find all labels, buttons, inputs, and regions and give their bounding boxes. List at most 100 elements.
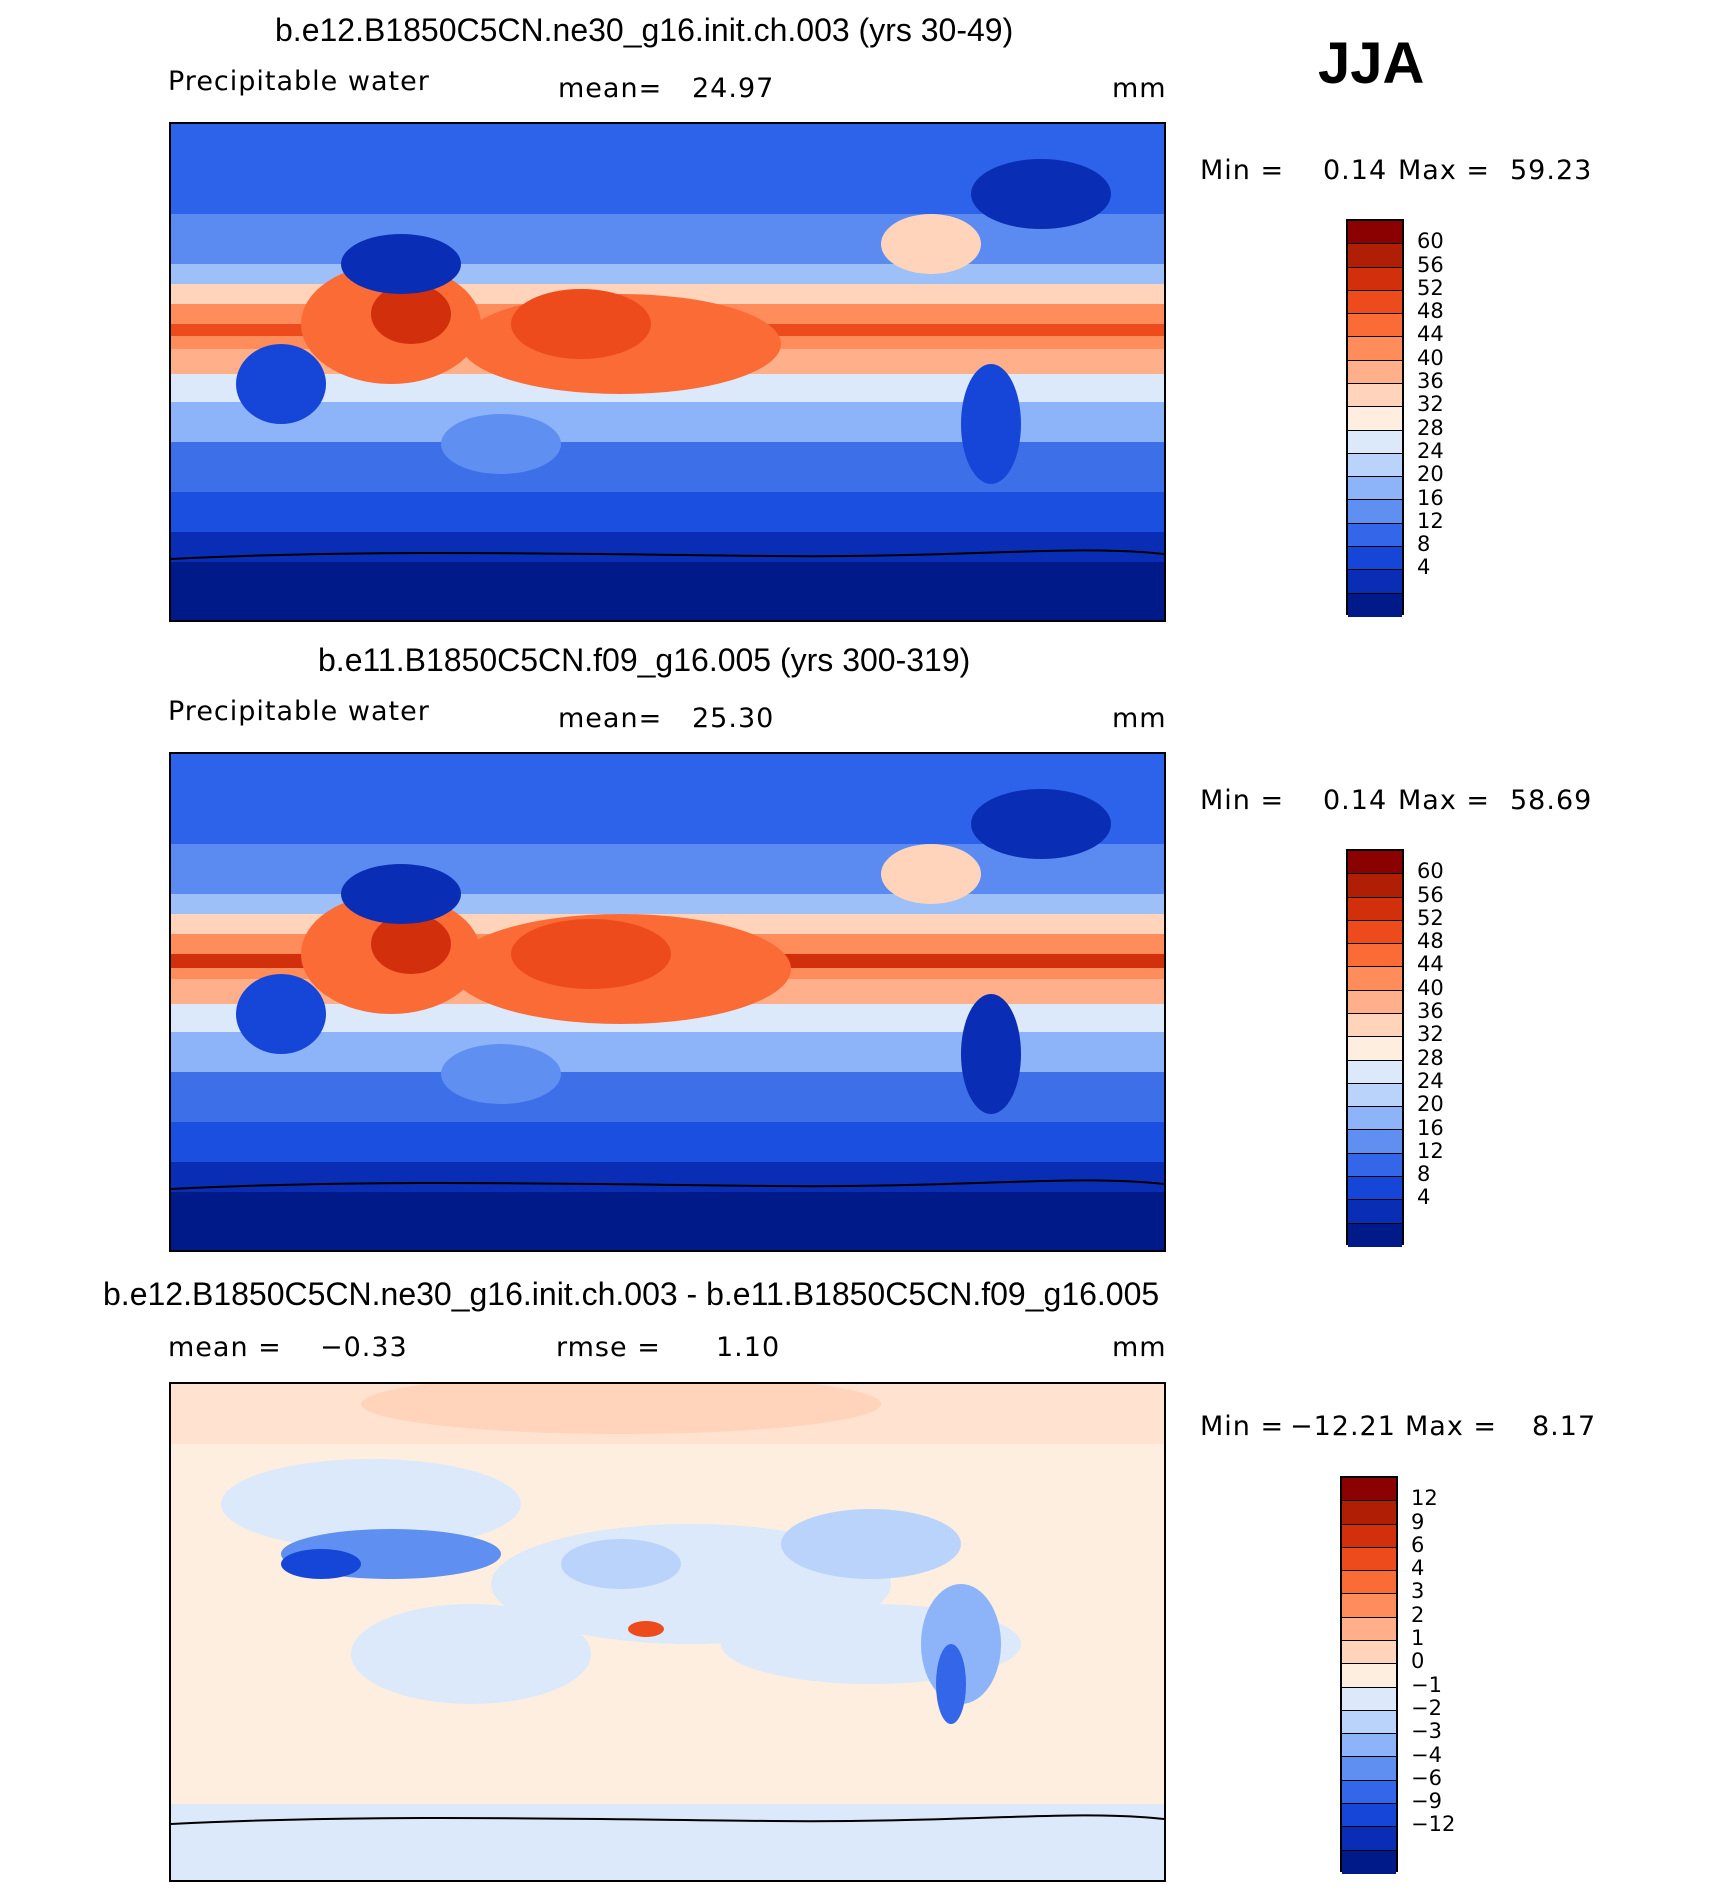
panel3-colorbar-segment bbox=[1342, 1571, 1396, 1595]
panel1-colorbar-label: 48 bbox=[1417, 299, 1444, 324]
panel2-colorbar-label: 4 bbox=[1417, 1185, 1431, 1210]
panel2-mean-value: 25.30 bbox=[692, 703, 775, 734]
panel1-variable: Precipitable water bbox=[168, 66, 430, 97]
panel3-map-field bbox=[171, 1384, 1164, 1880]
panel1-title: b.e12.B1850C5CN.ne30_g16.init.ch.003 (yr… bbox=[275, 12, 1014, 48]
panel2-colorbar-label: 24 bbox=[1417, 1068, 1444, 1093]
panel1-colorbar-segment bbox=[1348, 314, 1402, 338]
panel2-min-value: 0.14 bbox=[1323, 785, 1388, 816]
panel3-mean-label: mean = bbox=[168, 1332, 282, 1363]
panel2-colorbar-segment bbox=[1348, 851, 1402, 875]
panel2-colorbar-segment bbox=[1348, 920, 1402, 945]
panel3-colorbar-segment bbox=[1342, 1803, 1396, 1828]
panel1-stats: 24.97 0.14 59.23 bbox=[0, 0, 1, 1]
panel3-title: b.e12.B1850C5CN.ne30_g16.init.ch.003 - b… bbox=[103, 1276, 1160, 1312]
panel2-colorbar-segment bbox=[1348, 1013, 1402, 1038]
panel1-colorbar-label: 36 bbox=[1417, 369, 1444, 394]
panel1-mean-value: 24.97 bbox=[692, 73, 775, 104]
panel2-colorbar-label: 60 bbox=[1417, 859, 1444, 884]
panel3-colorbar-segment bbox=[1342, 1617, 1396, 1641]
panel2-mean-label: mean= bbox=[558, 703, 663, 734]
panel3-colorbar-segment bbox=[1342, 1687, 1396, 1711]
panel2-colorbar-segment bbox=[1348, 990, 1402, 1014]
panel1-colorbar-label: 52 bbox=[1417, 275, 1444, 300]
panel3-colorbar-segment bbox=[1342, 1850, 1396, 1874]
panel1-colorbar-segment bbox=[1348, 430, 1402, 454]
panel3-colorbar-label: 0 bbox=[1411, 1649, 1425, 1674]
panel3-colorbar-segment bbox=[1342, 1780, 1396, 1804]
panel3-colorbar-label: 6 bbox=[1411, 1532, 1425, 1557]
panel1-colorbar-label: 24 bbox=[1417, 438, 1444, 463]
panel3-colorbar-segment bbox=[1342, 1547, 1396, 1572]
panel2-colorbar-label: 48 bbox=[1417, 929, 1444, 954]
panel1-colorbar-label: 4 bbox=[1417, 555, 1431, 580]
panel1-colorbar-label: 28 bbox=[1417, 415, 1444, 440]
panel1-colorbar-segment bbox=[1348, 383, 1402, 408]
panel3-colorbar-segment bbox=[1342, 1501, 1396, 1525]
panel3-colorbar-label: −4 bbox=[1411, 1742, 1442, 1767]
panel1-stat-mean: 24.97 bbox=[0, 0, 1, 1]
panel2-map-field bbox=[171, 754, 1164, 1250]
panel1-colorbar-label: 16 bbox=[1417, 485, 1444, 510]
panel1-colorbar-segment bbox=[1348, 477, 1402, 501]
panel1-map-field bbox=[171, 124, 1164, 620]
panel2-colorbar-label: 40 bbox=[1417, 975, 1444, 1000]
panel2-max-label: Max = bbox=[1398, 785, 1491, 816]
panel2-colorbar-segment bbox=[1348, 1223, 1402, 1247]
panel3-units: mm bbox=[1112, 1332, 1167, 1363]
panel3-colorbar-segment bbox=[1342, 1594, 1396, 1618]
panel2-colorbar-segment bbox=[1348, 944, 1402, 968]
panel3-colorbar-label: 2 bbox=[1411, 1602, 1425, 1627]
panel3-colorbar-label: −2 bbox=[1411, 1695, 1442, 1720]
panel1-min-label: Min = bbox=[1200, 155, 1285, 186]
panel3-colorbar-segment bbox=[1342, 1664, 1396, 1688]
panel2-colorbar-segment bbox=[1348, 1083, 1402, 1108]
panel3-colorbar-segment bbox=[1342, 1478, 1396, 1502]
panel2-colorbar-segment bbox=[1348, 967, 1402, 991]
panel3-colorbar-label: 1 bbox=[1411, 1626, 1425, 1651]
panel3-colorbar-label: 3 bbox=[1411, 1579, 1425, 1604]
panel1-colorbar-label: 40 bbox=[1417, 345, 1444, 370]
panel1-colorbar-segment bbox=[1348, 593, 1402, 617]
panel2-colorbar-segment bbox=[1348, 1107, 1402, 1131]
panel3-colorbar-label: −9 bbox=[1411, 1789, 1442, 1814]
panel1-colorbar bbox=[1346, 219, 1404, 617]
panel2-colorbar-segment bbox=[1348, 1037, 1402, 1061]
panel1-max-label: Max = bbox=[1398, 155, 1491, 186]
panel1-colorbar-label: 56 bbox=[1417, 252, 1444, 277]
panel1-colorbar-label: 32 bbox=[1417, 392, 1444, 417]
panel1-colorbar-label: 44 bbox=[1417, 322, 1444, 347]
panel1-colorbar-segment bbox=[1348, 546, 1402, 571]
panel2-colorbar-label: 8 bbox=[1417, 1162, 1431, 1187]
panel1-colorbar-segment bbox=[1348, 407, 1402, 431]
panel3-colorbar-segment bbox=[1342, 1827, 1396, 1851]
panel1-colorbar-label: 20 bbox=[1417, 462, 1444, 487]
panel3-max-label: Max = bbox=[1405, 1411, 1498, 1442]
panel1-mean-label: mean= bbox=[558, 73, 663, 104]
panel1-colorbar-segment bbox=[1348, 290, 1402, 315]
panel2-colorbar-label: 20 bbox=[1417, 1092, 1444, 1117]
panel2-colorbar-label: 16 bbox=[1417, 1115, 1444, 1140]
panel2-colorbar-segment bbox=[1348, 897, 1402, 921]
panel1-colorbar-label: 60 bbox=[1417, 229, 1444, 254]
panel1-map bbox=[169, 122, 1166, 622]
panel3-colorbar-segment bbox=[1342, 1757, 1396, 1781]
panel1-max-value: 59.23 bbox=[1510, 155, 1593, 186]
panel2-variable: Precipitable water bbox=[168, 696, 430, 727]
panel1-colorbar-segment bbox=[1348, 244, 1402, 268]
panel2-colorbar-label: 36 bbox=[1417, 999, 1444, 1024]
panel2-min-label: Min = bbox=[1200, 785, 1285, 816]
panel3-colorbar-label: 9 bbox=[1411, 1509, 1425, 1534]
panel3-colorbar-segment bbox=[1342, 1710, 1396, 1735]
panel3-colorbar-label: −3 bbox=[1411, 1719, 1442, 1744]
panel3-rmse-value: 1.10 bbox=[716, 1332, 781, 1363]
panel1-colorbar-segment bbox=[1348, 337, 1402, 361]
panel2-colorbar bbox=[1346, 849, 1404, 1247]
panel3-colorbar-label: −1 bbox=[1411, 1672, 1442, 1697]
panel2-colorbar-segment bbox=[1348, 1153, 1402, 1177]
panel3-colorbar-segment bbox=[1342, 1734, 1396, 1758]
panel1-colorbar-segment bbox=[1348, 570, 1402, 594]
panel2-units: mm bbox=[1112, 703, 1167, 734]
panel1-colorbar-segment bbox=[1348, 523, 1402, 547]
panel3-colorbar-label: −6 bbox=[1411, 1765, 1442, 1790]
